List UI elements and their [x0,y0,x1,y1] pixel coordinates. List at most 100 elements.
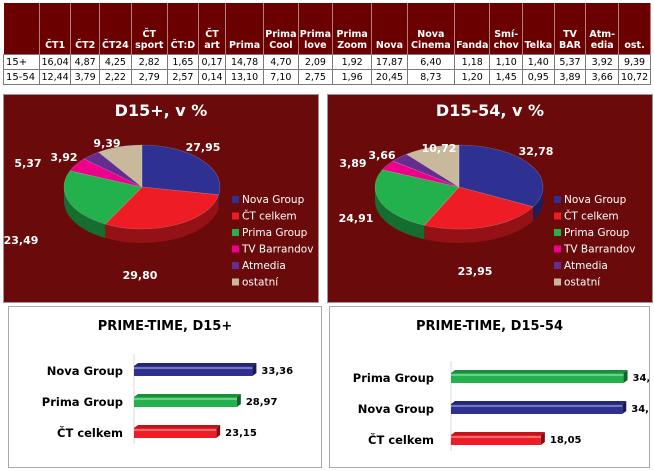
column-header: Atm-edia [585,3,620,55]
pie-slice [83,151,143,188]
legend-swatch [232,262,239,269]
category-label: ČT celkem [57,425,123,440]
row-label: 15+ [2,54,41,70]
header-corner [3,3,41,55]
table-cell: 1,65 [166,54,199,70]
bar-highlight [134,398,237,400]
pie-slice [69,158,143,188]
bar-chart-d1554: Prima Group 34,65 Nova Group 34,39 ČT celkem… [353,361,649,451]
pie-slice [374,169,460,226]
legend-swatch [232,196,239,203]
bar [451,435,541,445]
column-header: ČT1 [39,3,72,55]
table-cell: 1,45 [489,69,523,85]
table-cell: 2,82 [130,54,168,70]
table-cell: 8,73 [406,69,456,85]
bar [134,428,217,438]
table-row: 15-54 12,44 3,79 2,22 2,79 2,57 0,14 13,10 7,10 2… [2,69,651,85]
pie-slice-side [375,187,425,240]
bar-highlight [134,367,253,369]
category-label: Prima Group [353,371,434,385]
pie-slice-side [218,187,220,209]
legend-swatch [554,196,561,203]
column-header: ČT2 [70,3,101,55]
bar-value-label: 23,15 [225,428,257,439]
table-cell: 9,39 [618,54,651,70]
table-cell: 1,10 [489,54,523,70]
column-header: Prima [225,3,264,55]
pie-sides [375,187,543,244]
pie-value-label: 3,92 [50,151,77,164]
pie-slice [97,144,143,188]
bar-top [451,370,628,373]
table-cell: 3,89 [553,69,587,85]
bar-side [252,363,257,376]
table-cell: 3,66 [585,69,620,85]
bar-group [451,401,627,414]
table-cell: 1,40 [521,54,555,70]
pie-slice [141,144,221,196]
legend-swatch [554,229,561,236]
legend-label: Nova Group [564,194,627,206]
pie-sides [64,187,220,243]
table-cell: 14,78 [225,54,264,70]
bar-group [451,370,628,383]
category-label: Nova Group [47,364,123,378]
share-table: ČT1 ČT2 ČT24 ČT sport ČT:D ČT art Prima Prima C… [2,3,651,85]
pie-value-label: 32,78 [519,145,554,158]
legend-swatch [554,262,561,269]
table-row: 15+ 16,04 4,87 4,25 2,82 1,65 0,17 14,78 4,70 2,0… [2,54,651,70]
bar-chart-d15plus: Nova Group 33,36 Prima Group 28,97 ČT celkem… [42,354,293,444]
legend-label: Atmedia [242,260,286,272]
legend-label: Nova Group [242,194,305,206]
pie-slice [423,186,534,230]
column-header: TV BAR [554,3,587,55]
table-cell: 3,79 [70,69,101,85]
legend-swatch [232,212,239,220]
column-header: ost. [618,3,651,55]
legend-swatch [554,245,561,253]
table-cell: 1,20 [454,69,491,85]
column-header: Prima love [298,3,334,55]
column-header: Nova Cinema [407,3,456,55]
pie-value-label: 27,95 [186,141,221,154]
table-cell: 3,92 [585,54,620,70]
table-cell: 13,10 [225,69,264,85]
column-header: ČT24 [99,3,132,55]
legend-label: ČT celkem [242,210,297,223]
pie-value-label: 23,49 [4,234,38,247]
legend-swatch [554,278,561,286]
bar-top [134,394,241,397]
pie-slice-side [64,187,106,239]
table-cell: 4,87 [70,54,101,70]
pie-title-d1554: D15-54, v % [435,101,545,120]
pie-value-label: 3,89 [339,157,366,170]
bar-panel-d15plus: PRIME-TIME, D15+ Nova Group 33,36 Prima Gr… [8,306,322,468]
pie-slice [104,186,220,230]
pie-value-label: 3,66 [368,149,395,162]
bar-value-label: 18,05 [550,435,582,446]
table-cell: 4,25 [99,54,132,70]
table-cell: 10,72 [618,69,651,85]
table-cell: 2,79 [130,69,168,85]
column-header: Fanda [454,3,491,55]
column-header: ČT sport [131,3,168,55]
table-header-row: ČT1 ČT2 ČT24 ČT sport ČT:D ČT art Prima Prima C… [3,3,651,55]
bar-title-d15plus: PRIME-TIME, D15+ [97,319,233,334]
column-header: Prima Zoom [332,3,373,55]
bar-top [134,363,257,366]
pie-chart-d15plus: 27,95 29,80 23,49 5,37 3,92 9,39 Nova Group ČT … [4,137,313,289]
category-label: ČT celkem [368,432,434,447]
bar [134,366,253,376]
pie-value-label: 29,80 [123,269,158,282]
pie-slice-side [105,194,219,243]
table-cell: 1,92 [331,54,373,70]
pie-slice [458,144,544,208]
bar-highlight [451,405,623,407]
pie-value-label: 24,91 [339,212,374,225]
legend-swatch [232,229,239,236]
table-cell: 16,04 [39,54,72,70]
legend-swatch [554,212,561,220]
table-cell: 0,95 [521,69,555,85]
bar-value-label: 33,36 [261,366,293,377]
